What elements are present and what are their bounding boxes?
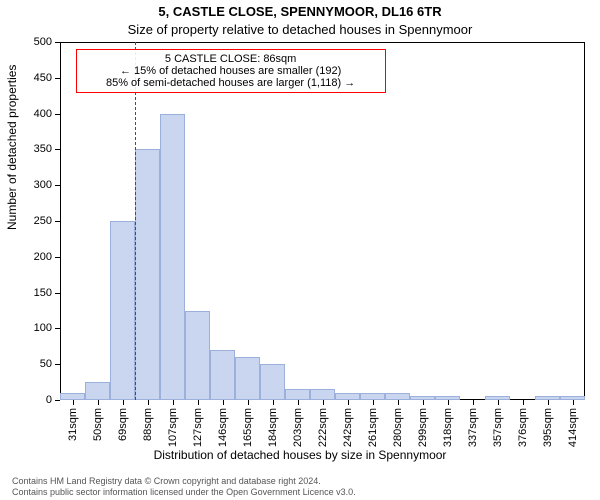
x-axis-label: Distribution of detached houses by size … bbox=[0, 448, 600, 462]
y-tick-label: 500 bbox=[34, 36, 52, 48]
histogram-bar bbox=[385, 393, 410, 400]
x-tick-label: 184sqm bbox=[267, 408, 279, 447]
footer-attribution: Contains HM Land Registry data © Crown c… bbox=[12, 476, 356, 499]
x-tick-label: 203sqm bbox=[292, 408, 304, 447]
x-tick-label: 414sqm bbox=[567, 408, 579, 447]
x-tick-mark bbox=[573, 400, 574, 405]
x-tick-mark bbox=[398, 400, 399, 405]
x-tick-label: 222sqm bbox=[317, 408, 329, 447]
x-tick-label: 88sqm bbox=[142, 408, 154, 441]
y-tick-label: 350 bbox=[34, 143, 52, 155]
annotation-line: 85% of semi-detached houses are larger (… bbox=[80, 77, 382, 89]
y-tick-mark bbox=[55, 364, 60, 365]
histogram-bar bbox=[285, 389, 310, 400]
x-tick-label: 165sqm bbox=[242, 408, 254, 447]
y-tick-mark bbox=[55, 328, 60, 329]
x-tick-mark bbox=[248, 400, 249, 405]
x-tick-mark bbox=[298, 400, 299, 405]
y-tick-label: 0 bbox=[46, 394, 52, 406]
right-spine bbox=[584, 42, 585, 400]
y-tick-label: 50 bbox=[40, 358, 52, 370]
y-tick-label: 400 bbox=[34, 108, 52, 120]
x-tick-mark bbox=[173, 400, 174, 405]
x-tick-label: 127sqm bbox=[192, 408, 204, 447]
title-subtitle: Size of property relative to detached ho… bbox=[0, 22, 600, 37]
histogram-bar bbox=[360, 393, 385, 400]
x-tick-label: 299sqm bbox=[417, 408, 429, 447]
y-tick-label: 300 bbox=[34, 179, 52, 191]
y-tick-mark bbox=[55, 114, 60, 115]
histogram-bar bbox=[235, 357, 260, 400]
y-tick-mark bbox=[55, 185, 60, 186]
x-tick-mark bbox=[323, 400, 324, 405]
x-tick-label: 69sqm bbox=[117, 408, 129, 441]
annotation-line: 5 CASTLE CLOSE: 86sqm bbox=[80, 53, 382, 65]
x-tick-label: 146sqm bbox=[217, 408, 229, 447]
x-tick-label: 376sqm bbox=[517, 408, 529, 447]
top-spine bbox=[60, 42, 585, 43]
title-main: 5, CASTLE CLOSE, SPENNYMOOR, DL16 6TR bbox=[0, 4, 600, 19]
x-tick-label: 357sqm bbox=[492, 408, 504, 447]
x-tick-mark bbox=[148, 400, 149, 405]
x-tick-label: 337sqm bbox=[467, 408, 479, 447]
x-tick-mark bbox=[123, 400, 124, 405]
x-tick-mark bbox=[223, 400, 224, 405]
y-tick-mark bbox=[55, 293, 60, 294]
histogram-bar bbox=[135, 149, 160, 400]
y-tick-mark bbox=[55, 257, 60, 258]
histogram-bar bbox=[85, 382, 110, 400]
histogram-bar bbox=[185, 311, 210, 401]
y-tick-label: 100 bbox=[34, 322, 52, 334]
histogram-bar bbox=[210, 350, 235, 400]
left-spine bbox=[60, 42, 61, 400]
footer-line2: Contains public sector information licen… bbox=[12, 487, 356, 498]
y-tick-mark bbox=[55, 221, 60, 222]
y-tick-mark bbox=[55, 78, 60, 79]
histogram-bar bbox=[260, 364, 285, 400]
reference-line bbox=[135, 42, 136, 400]
histogram-bar bbox=[335, 393, 360, 400]
y-tick-mark bbox=[55, 42, 60, 43]
x-tick-label: 107sqm bbox=[167, 408, 179, 447]
y-tick-label: 200 bbox=[34, 251, 52, 263]
y-tick-mark bbox=[55, 400, 60, 401]
y-tick-mark bbox=[55, 149, 60, 150]
x-tick-label: 50sqm bbox=[92, 408, 104, 441]
x-tick-mark bbox=[423, 400, 424, 405]
x-tick-mark bbox=[273, 400, 274, 405]
x-tick-mark bbox=[548, 400, 549, 405]
x-tick-label: 31sqm bbox=[67, 408, 79, 441]
histogram-bar bbox=[60, 393, 85, 400]
x-tick-mark bbox=[73, 400, 74, 405]
x-tick-label: 261sqm bbox=[367, 408, 379, 447]
x-tick-mark bbox=[448, 400, 449, 405]
x-tick-mark bbox=[373, 400, 374, 405]
x-tick-label: 318sqm bbox=[442, 408, 454, 447]
annotation-box: 5 CASTLE CLOSE: 86sqm← 15% of detached h… bbox=[76, 49, 386, 93]
x-tick-mark bbox=[198, 400, 199, 405]
x-tick-mark bbox=[498, 400, 499, 405]
x-tick-mark bbox=[348, 400, 349, 405]
y-tick-label: 250 bbox=[34, 215, 52, 227]
x-tick-mark bbox=[473, 400, 474, 405]
histogram-bar bbox=[310, 389, 335, 400]
annotation-line: ← 15% of detached houses are smaller (19… bbox=[80, 65, 382, 77]
y-axis-label: Number of detached properties bbox=[5, 65, 19, 230]
plot-area: 05010015020025030035040045050031sqm50sqm… bbox=[60, 42, 585, 400]
x-tick-mark bbox=[523, 400, 524, 405]
y-tick-label: 450 bbox=[34, 72, 52, 84]
x-tick-mark bbox=[98, 400, 99, 405]
footer-line1: Contains HM Land Registry data © Crown c… bbox=[12, 476, 356, 487]
histogram-bar bbox=[160, 114, 185, 400]
y-tick-label: 150 bbox=[34, 287, 52, 299]
x-tick-label: 280sqm bbox=[392, 408, 404, 447]
x-tick-label: 242sqm bbox=[342, 408, 354, 447]
x-tick-label: 395sqm bbox=[542, 408, 554, 447]
histogram-bar bbox=[110, 221, 135, 400]
